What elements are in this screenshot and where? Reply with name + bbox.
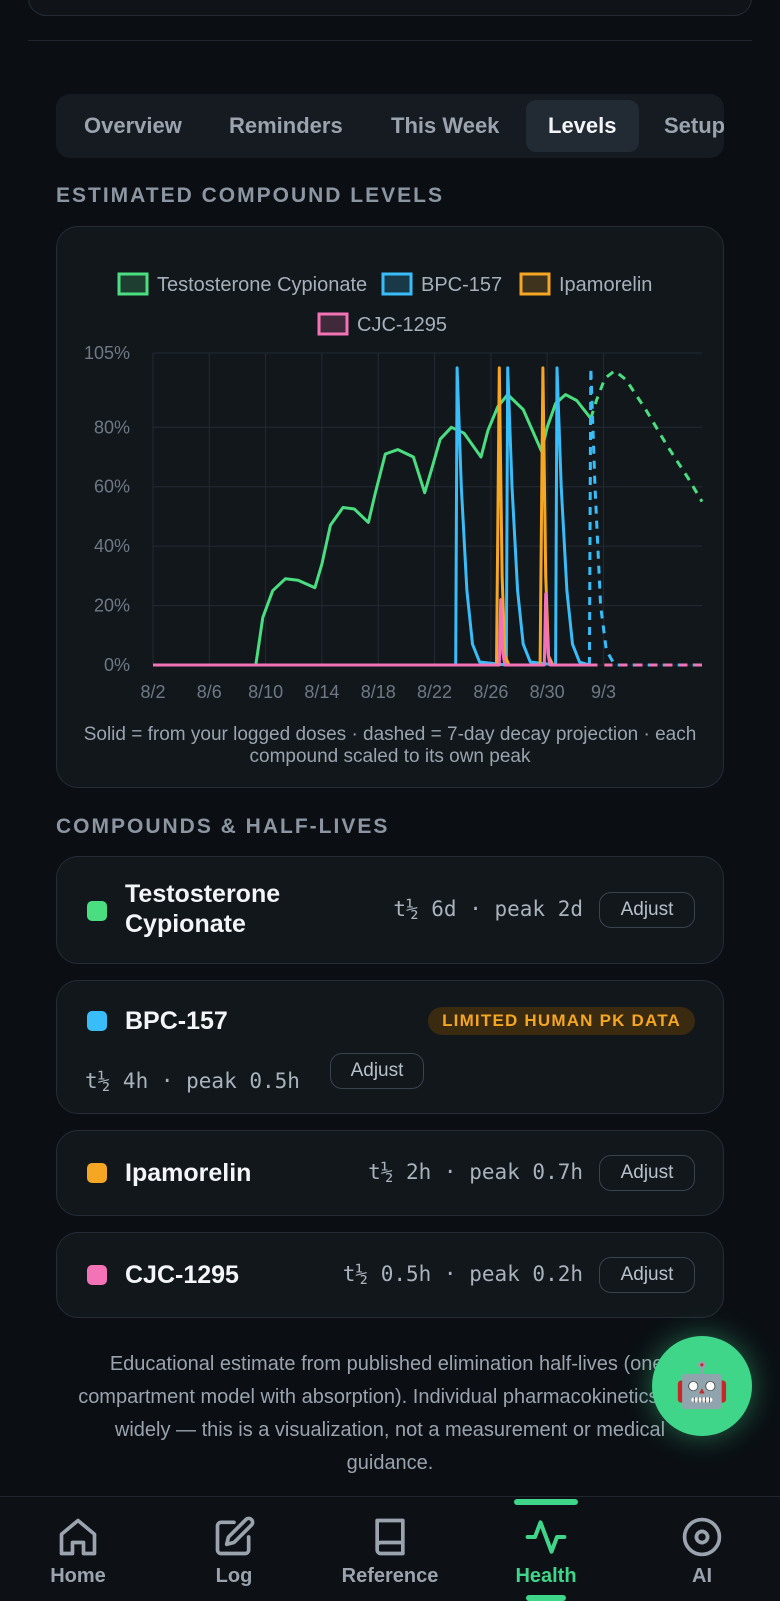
previous-card <box>28 0 752 16</box>
legend-label: Ipamorelin <box>559 274 652 296</box>
tab-reminders[interactable]: Reminders <box>229 113 343 138</box>
x-tick-label: 8/22 <box>417 682 452 702</box>
compound-name: CJC-1295 <box>125 1261 239 1289</box>
series-line-projection <box>589 369 704 503</box>
tab-setup[interactable]: Setup <box>664 113 724 138</box>
adjust-button[interactable]: Adjust <box>330 1053 424 1089</box>
y-axis: 0% 20% 40% 60% 80% 105% <box>84 343 130 675</box>
tab-overview[interactable]: Overview <box>84 113 182 138</box>
chart-series <box>153 366 704 667</box>
series-line-logged <box>153 592 590 667</box>
compound-card-bpc157: BPC-157 LIMITED HUMAN PK DATA t½ 4h · pe… <box>56 980 724 1114</box>
tab-bar: Overview Reminders This Week Levels Setu… <box>56 94 724 158</box>
adjust-button[interactable]: Adjust <box>599 1257 695 1293</box>
legend-swatch <box>381 272 413 296</box>
tab-levels[interactable]: Levels <box>526 100 639 152</box>
disclaimer-text: Educational estimate from published elim… <box>78 1353 702 1474</box>
adjust-button[interactable]: Adjust <box>599 892 695 928</box>
x-tick-label: 8/6 <box>197 682 222 702</box>
compound-color-dot <box>87 901 107 921</box>
levels-chart: Testosterone Cypionate BPC-157 Ipamorelin C… <box>84 272 704 702</box>
limited-data-badge: LIMITED HUMAN PK DATA <box>428 1007 695 1035</box>
nav-ai[interactable]: AI <box>624 1497 780 1601</box>
compounds-section-title: COMPOUNDS & HALF-LIVES <box>56 815 390 838</box>
legend-item[interactable]: BPC-157 <box>381 272 502 296</box>
legend-label: CJC-1295 <box>357 314 447 336</box>
legend-item[interactable]: Testosterone Cypionate <box>117 272 367 296</box>
nav-health[interactable]: Health <box>468 1497 624 1601</box>
compound-name: Ipamorelin <box>125 1159 252 1187</box>
series-line-logged <box>153 393 592 667</box>
x-tick-label: 8/18 <box>361 682 396 702</box>
compound-name: BPC-157 <box>125 1007 228 1035</box>
chart-caption: Solid = from your logged doses · dashed … <box>83 724 697 767</box>
x-tick-label: 8/2 <box>140 682 165 702</box>
nav-log[interactable]: Log <box>156 1497 312 1601</box>
x-tick-label: 8/10 <box>248 682 283 702</box>
bottom-nav: Home Log Reference Health AI <box>0 1496 780 1601</box>
y-tick-label: 60% <box>94 477 130 497</box>
y-tick-label: 20% <box>94 596 130 616</box>
legend-swatch <box>317 312 349 336</box>
nav-label: Reference <box>341 1565 439 1587</box>
compound-color-dot <box>87 1265 107 1285</box>
compound-name: Testosterone Cypionate <box>125 880 281 938</box>
nav-label: Log <box>215 1565 253 1587</box>
book-icon <box>375 1518 405 1556</box>
levels-chart-card: Testosterone Cypionate BPC-157 Ipamorelin C… <box>56 226 724 788</box>
y-tick-label: 105% <box>84 343 130 363</box>
series-line-logged <box>153 366 590 667</box>
home-icon <box>59 1518 97 1556</box>
activity-icon <box>525 1520 567 1554</box>
active-tab-indicator-bottom <box>526 1595 566 1601</box>
legend-swatch <box>117 272 149 296</box>
ai-icon <box>682 1517 722 1557</box>
compound-halflife: t½ 0.5h · peak 0.2h <box>342 1262 583 1286</box>
compound-halflife: t½ 6d · peak 2d <box>393 897 583 921</box>
nav-reference[interactable]: Reference <box>312 1497 468 1601</box>
compound-halflife: t½ 2h · peak 0.7h <box>368 1160 583 1184</box>
active-tab-indicator-top <box>514 1499 578 1505</box>
compound-card-cjc1295: CJC-1295 t½ 0.5h · peak 0.2h Adjust <box>56 1232 724 1318</box>
legend-swatch <box>519 272 551 296</box>
nav-home[interactable]: Home <box>0 1497 156 1601</box>
y-tick-label: 0% <box>104 655 130 675</box>
chart-legend: Testosterone Cypionate BPC-157 Ipamorelin C… <box>117 272 652 336</box>
compound-halflife: t½ 4h · peak 0.5h <box>85 1069 300 1093</box>
x-tick-label: 8/14 <box>304 682 339 702</box>
compound-card-ipamorelin: Ipamorelin t½ 2h · peak 0.7h Adjust <box>56 1130 724 1216</box>
series-line-projection <box>587 366 702 667</box>
legend-item[interactable]: Ipamorelin <box>519 272 652 296</box>
divider <box>28 40 752 41</box>
chart-grid <box>152 352 702 666</box>
x-tick-label: 9/3 <box>591 682 616 702</box>
x-tick-label: 8/26 <box>473 682 508 702</box>
nav-label: Home <box>50 1565 106 1587</box>
legend-label: BPC-157 <box>421 274 502 296</box>
y-tick-label: 80% <box>94 417 130 437</box>
robot-icon: 🤖 <box>674 1361 730 1410</box>
nav-label: Health <box>515 1565 577 1587</box>
nav-label: AI <box>692 1565 712 1587</box>
tab-this-week[interactable]: This Week <box>391 113 500 138</box>
levels-section-title: ESTIMATED COMPOUND LEVELS <box>56 184 444 207</box>
compound-card-testosterone: Testosterone Cypionate t½ 6d · peak 2d A… <box>56 856 724 964</box>
compound-color-dot <box>87 1011 107 1031</box>
edit-icon <box>215 1516 255 1556</box>
adjust-button[interactable]: Adjust <box>599 1155 695 1191</box>
legend-item[interactable]: CJC-1295 <box>317 312 447 336</box>
x-axis: 8/2 8/6 8/10 8/14 8/18 8/22 8/26 8/30 9/3 <box>140 682 615 702</box>
y-tick-label: 40% <box>94 536 130 556</box>
ai-assistant-button[interactable]: 🤖 <box>652 1336 752 1436</box>
compound-color-dot <box>87 1163 107 1183</box>
x-tick-label: 8/30 <box>530 682 565 702</box>
legend-label: Testosterone Cypionate <box>157 274 367 296</box>
